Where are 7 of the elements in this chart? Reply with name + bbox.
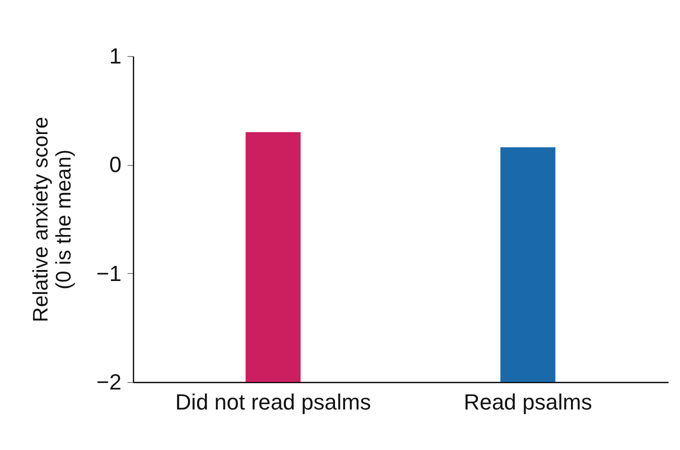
- y-tick-label: −2: [96, 370, 122, 394]
- y-axis-title: Relative anxiety score (0 is the mean): [29, 116, 76, 322]
- y-tick-label: 1: [109, 44, 122, 68]
- x-tick-label: Read psalms: [464, 390, 592, 414]
- y-tick-label: −1: [96, 260, 122, 286]
- y-tick-label: 0: [109, 152, 122, 178]
- x-tick-label: Did not read psalms: [175, 390, 371, 414]
